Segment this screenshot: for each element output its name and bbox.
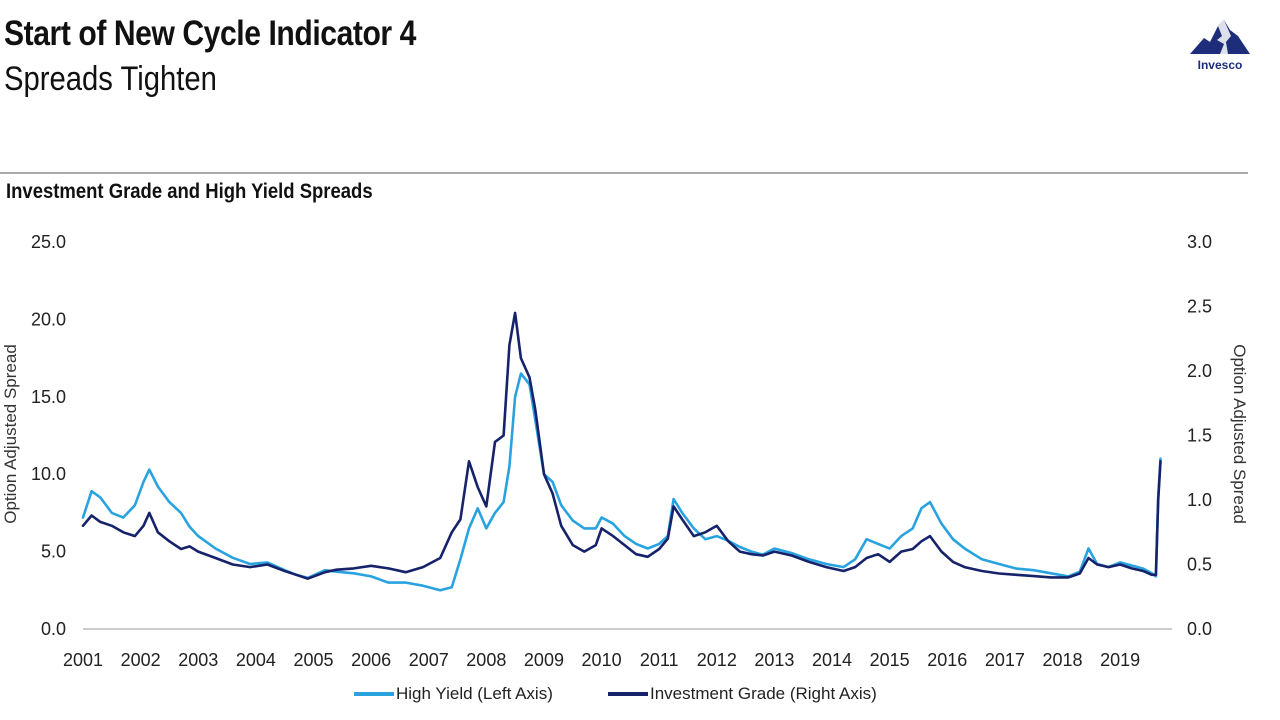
x-tick-label: 2005 [293,650,333,670]
x-tick-label: 2004 [236,650,276,670]
series-layer [81,311,1162,592]
left-tick-label: 0.0 [41,619,66,639]
right-tick-label: 3.0 [1187,232,1212,252]
legend-label-investment-grade: Investment Grade (Right Axis) [650,684,877,703]
page-title: Start of New Cycle Indicator 4 [4,14,416,53]
left-axis-title: Option Adjusted Spread [1,344,20,524]
x-tick-label: 2002 [121,650,161,670]
x-tick-label: 2012 [697,650,737,670]
right-tick-label: 2.5 [1187,297,1212,317]
series-line-high-yield [81,372,1162,592]
x-tick-label: 2009 [524,650,564,670]
chart-title: Investment Grade and High Yield Spreads [6,180,373,203]
x-tick-label: 2019 [1100,650,1140,670]
right-axis-title: Option Adjusted Spread [1230,344,1249,524]
right-tick-label: 0.0 [1187,619,1212,639]
right-tick-label: 1.0 [1187,490,1212,510]
invesco-mountain-logo-icon [1190,20,1250,54]
left-tick-label: 20.0 [31,309,66,329]
right-tick-label: 0.5 [1187,555,1212,575]
left-tick-label: 5.0 [41,542,66,562]
legend-swatch-high-yield [354,692,394,696]
x-tick-label: 2014 [812,650,852,670]
legend-swatch-investment-grade [608,692,648,696]
x-tick-label: 2008 [466,650,506,670]
x-tick-label: 2006 [351,650,391,670]
page-subtitle: Spreads Tighten [4,60,217,98]
right-tick-label: 1.5 [1187,426,1212,446]
x-tick-label: 2010 [582,650,622,670]
x-tick-label: 2013 [754,650,794,670]
legend-item-high-yield: High Yield (Left Axis) [354,684,553,704]
legend-item-investment-grade: Investment Grade (Right Axis) [608,684,877,704]
x-tick-label: 2016 [927,650,967,670]
right-tick-label: 2.0 [1187,361,1212,381]
x-tick-label: 2011 [640,650,679,670]
left-tick-label: 15.0 [31,387,66,407]
brand-name: Invesco [1197,58,1243,72]
section-divider [0,172,1248,174]
left-tick-label: 25.0 [31,232,66,252]
left-axis-ticks: 0.0 5.0 10.0 15.0 20.0 25.0 [31,232,66,639]
x-tick-label: 2001 [63,650,103,670]
x-tick-label: 2007 [409,650,449,670]
x-tick-label: 2003 [178,650,218,670]
left-tick-label: 10.0 [31,464,66,484]
series-line-investment-grade [81,311,1162,581]
x-tick-label: 2015 [870,650,910,670]
legend-label-high-yield: High Yield (Left Axis) [396,684,553,703]
x-axis-ticks: 2001 2002 2003 2004 2005 2006 2007 2008 2009 2010… [63,650,1140,670]
chart-legend: High Yield (Left Axis) Investment Grade … [0,684,1280,708]
x-tick-label: 2017 [985,650,1025,670]
x-tick-label: 2018 [1043,650,1083,670]
right-axis-ticks: 0.0 0.5 1.0 1.5 2.0 2.5 3.0 [1187,232,1212,639]
